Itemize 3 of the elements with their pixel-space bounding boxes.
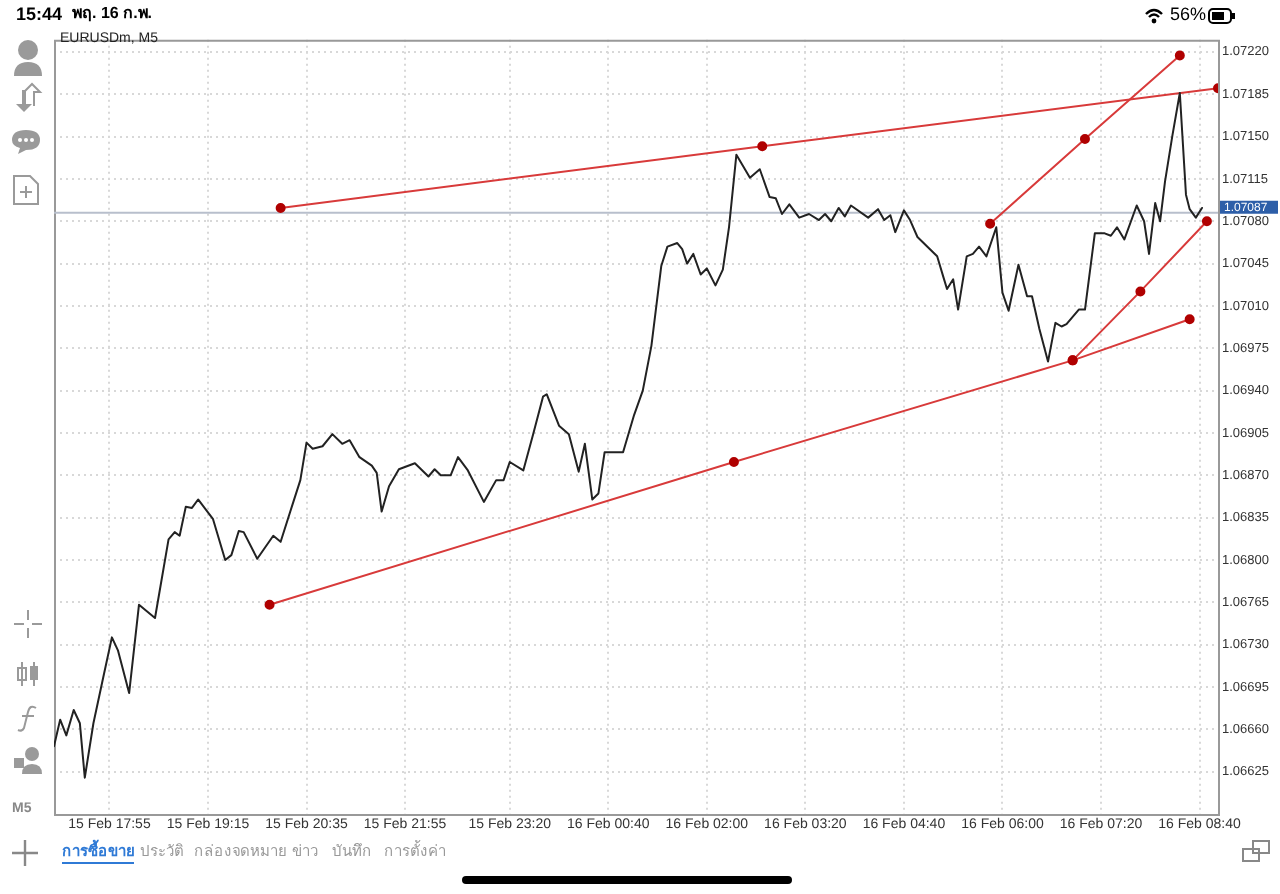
text: พฤ. 16 ก.พ. [72, 4, 153, 25]
text: 15:44 [16, 4, 63, 28]
text: 56% [1170, 4, 1207, 28]
